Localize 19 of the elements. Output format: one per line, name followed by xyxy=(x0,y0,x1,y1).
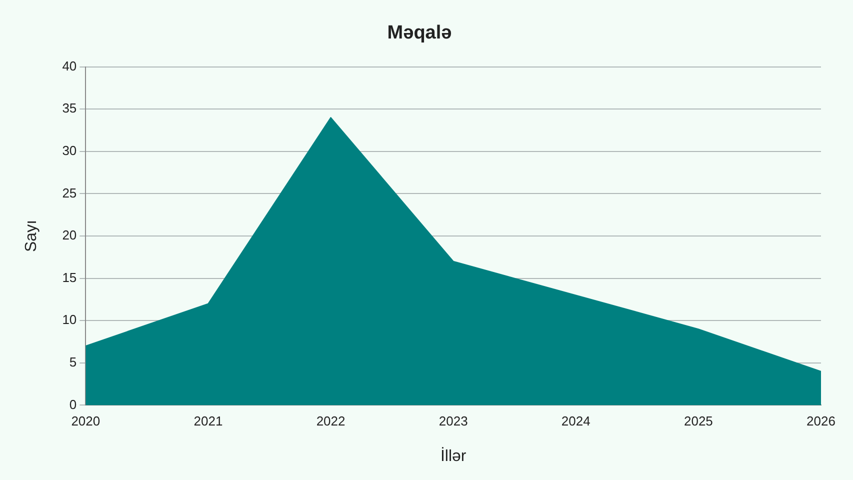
y-tick-label: 20 xyxy=(62,228,77,243)
y-tick-label: 30 xyxy=(62,142,77,158)
x-tick-label: 2026 xyxy=(806,414,836,429)
y-axis-title: Sayı xyxy=(23,220,40,252)
x-tick-label: 2020 xyxy=(71,414,100,429)
chart-title: Məqalə xyxy=(387,22,452,44)
x-tick-label: 2024 xyxy=(561,414,590,429)
x-axis-title: İllər xyxy=(440,446,467,465)
x-tick-label: 2022 xyxy=(316,414,346,429)
x-tick-label: 2023 xyxy=(438,414,468,429)
y-tick-label: 25 xyxy=(62,185,77,200)
y-tick-label: 40 xyxy=(62,58,77,74)
y-tick-label: 5 xyxy=(69,354,77,370)
y-tick-label: 35 xyxy=(62,100,77,116)
x-tick-label: 2021 xyxy=(194,414,223,429)
y-tick-label: 0 xyxy=(69,396,77,412)
y-tick-label: 10 xyxy=(62,312,77,328)
y-tick-label: 15 xyxy=(62,270,77,285)
x-tick-label: 2025 xyxy=(684,414,713,429)
